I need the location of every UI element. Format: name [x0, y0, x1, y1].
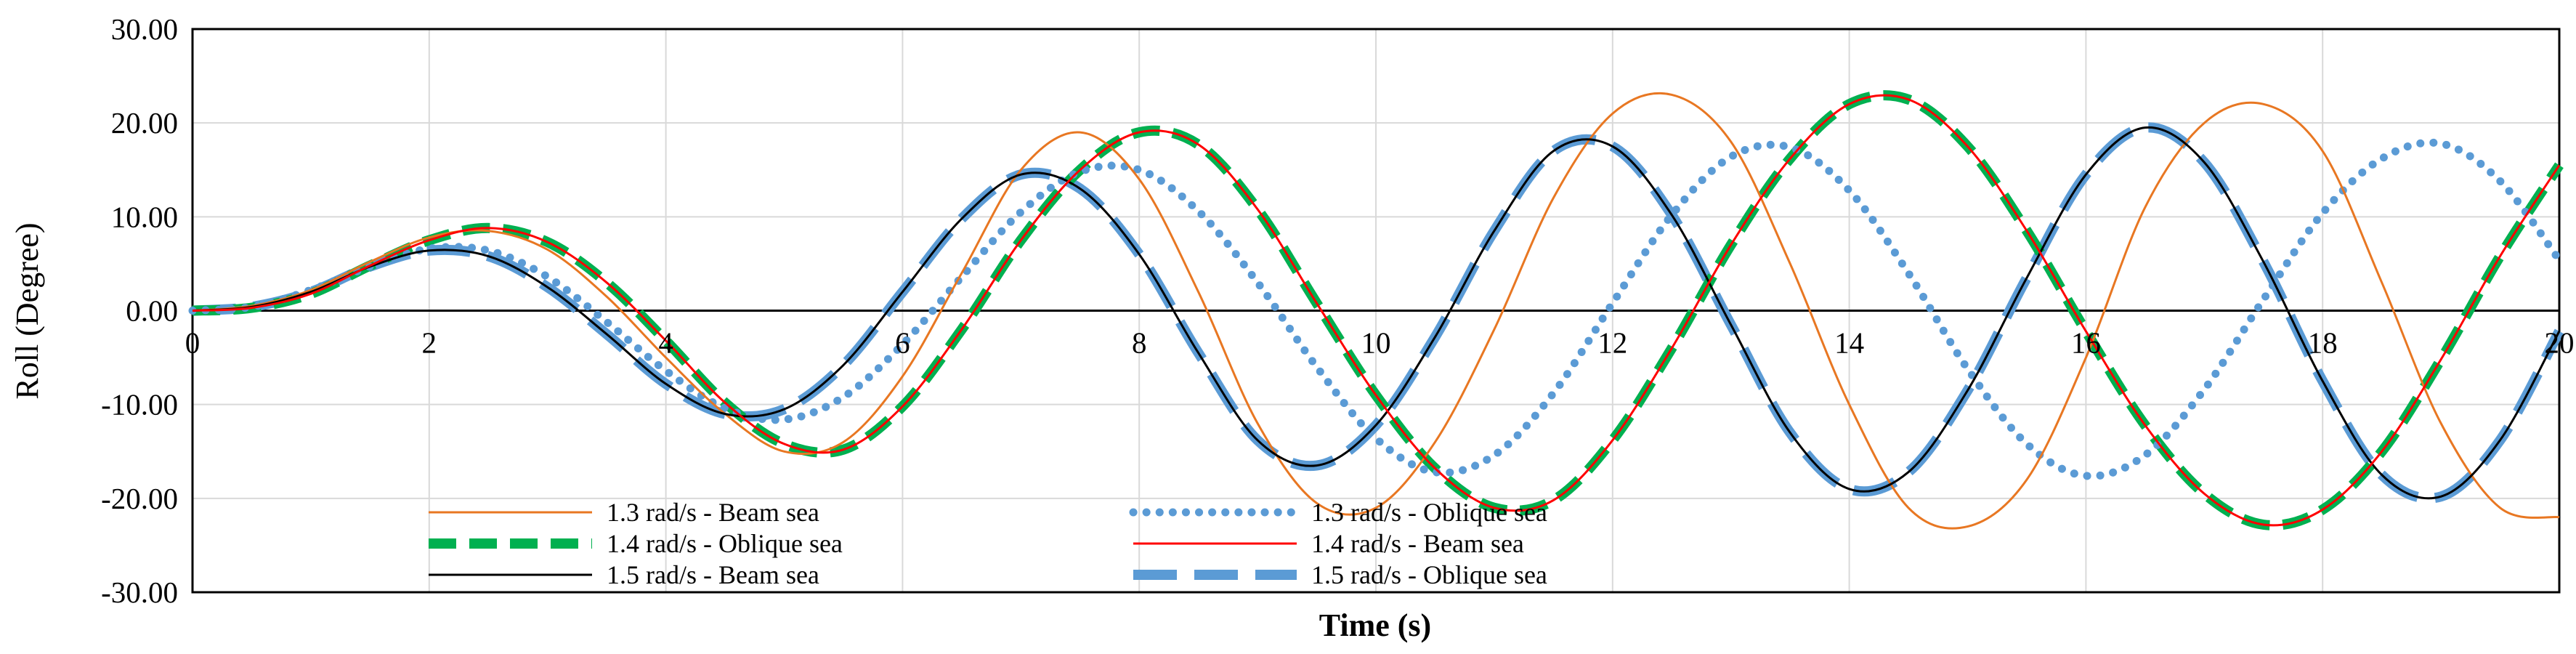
series-layer: [188, 90, 2564, 530]
y-tick-label: 10.00: [111, 200, 178, 233]
y-tick-label: -10.00: [101, 388, 178, 421]
x-tick-label: 14: [1834, 326, 1864, 360]
series-line-5: [192, 94, 2561, 527]
legend-label: 1.5 rad/s - Beam sea: [607, 560, 819, 589]
x-tick-label: 16: [2071, 326, 2101, 360]
y-tick-label: -20.00: [101, 482, 178, 515]
x-tick-label: 8: [1132, 326, 1147, 360]
x-tick-labels: 0 2 4 6 8 10 12 14 16 18 20: [185, 326, 2575, 360]
x-axis-title: Time (s): [1319, 607, 1431, 643]
series-line-3: [192, 126, 2561, 500]
x-tick-label: 10: [1361, 326, 1391, 360]
y-axis-title: Roll (Degree): [9, 222, 45, 399]
legend-label: 1.4 rad/s - Oblique sea: [607, 529, 843, 558]
x-tick-label: 0: [185, 326, 201, 360]
x-tick-label: 20: [2545, 326, 2575, 360]
y-tick-label: -30.00: [101, 576, 178, 609]
y-tick-label: 30.00: [111, 12, 178, 46]
x-tick-label: 12: [1597, 326, 1627, 360]
y-tick-label: 0.00: [126, 294, 178, 328]
x-tick-label: 2: [422, 326, 437, 360]
x-tick-label: 6: [895, 326, 910, 360]
legend-label: 1.5 rad/s - Oblique sea: [1311, 560, 1547, 589]
legend-label: 1.4 rad/s - Beam sea: [1311, 529, 1524, 558]
x-tick-label: 18: [2308, 326, 2338, 360]
y-tick-label: 20.00: [111, 106, 178, 140]
x-tick-label: 4: [658, 326, 673, 360]
legend-label: 1.3 rad/s - Beam sea: [607, 498, 819, 527]
legend-label: 1.3 rad/s - Oblique sea: [1311, 498, 1547, 527]
series-line-1: [192, 92, 2560, 530]
y-tick-labels: 30.00 20.00 10.00 0.00 -10.00 -20.00 -30.00: [101, 12, 178, 609]
